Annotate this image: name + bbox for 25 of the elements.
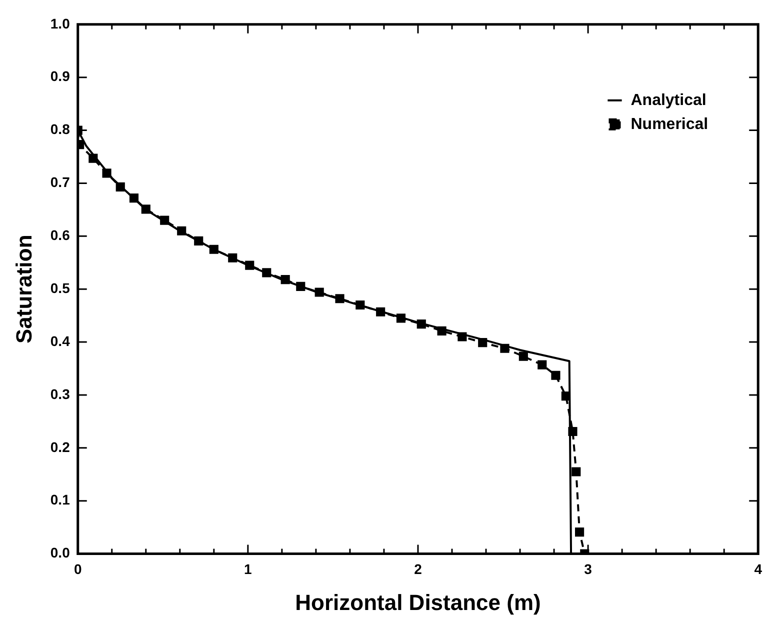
y-tick-label: 0.0 [50,544,70,561]
y-axis-title: Saturation [11,234,36,344]
y-tick-label: 0.4 [50,332,70,349]
y-tick-label: 0.3 [50,386,70,402]
y-tick-label: 1.0 [50,15,70,32]
x-tick-label: 0 [74,561,82,578]
x-tick-label: 3 [584,561,592,578]
x-tick-label: 1 [244,561,252,578]
y-tick-label: 0.1 [50,492,70,508]
legend-label: Numerical [630,116,708,133]
point [518,352,528,361]
legend-label: Analytical [630,92,706,109]
y-tick-label: 0.9 [50,68,70,84]
point [575,528,584,537]
x-tick-label: 2 [414,561,422,578]
x-axis-title: Horizontal Distance (m) [295,590,541,615]
point [551,370,560,380]
x-tick-label: 4 [754,561,762,578]
y-tick-label: 0.6 [50,227,70,244]
y-tick-label: 0.5 [50,280,70,296]
point [572,467,581,476]
y-tick-label: 0.8 [50,121,70,138]
y-tick-label: 0.2 [50,438,70,455]
point [538,360,547,370]
y-tick-label: 0.7 [50,174,70,190]
